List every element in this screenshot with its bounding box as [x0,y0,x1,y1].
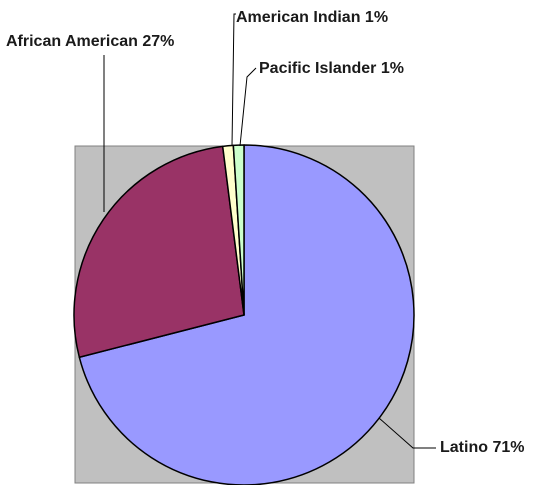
pie-slice-african-american [73,145,245,359]
pie-slices [73,144,415,486]
leader-line-pacific-islander [239,67,257,147]
leader-line-american-indian [231,13,236,147]
leader-line-latino [378,417,436,449]
leader-lines [103,13,436,449]
data-label-pacific-islander: Pacific Islander 1% [259,60,404,77]
data-labels: Latino 71% African American 27% American I… [6,9,524,456]
data-label-latino: Latino 71% [440,439,524,456]
data-label-african-american: African American 27% [6,33,174,50]
data-label-american-indian: American Indian 1% [236,9,388,26]
pie-slice-latino [78,144,415,486]
pie-slice-pacific-islander [232,144,245,316]
